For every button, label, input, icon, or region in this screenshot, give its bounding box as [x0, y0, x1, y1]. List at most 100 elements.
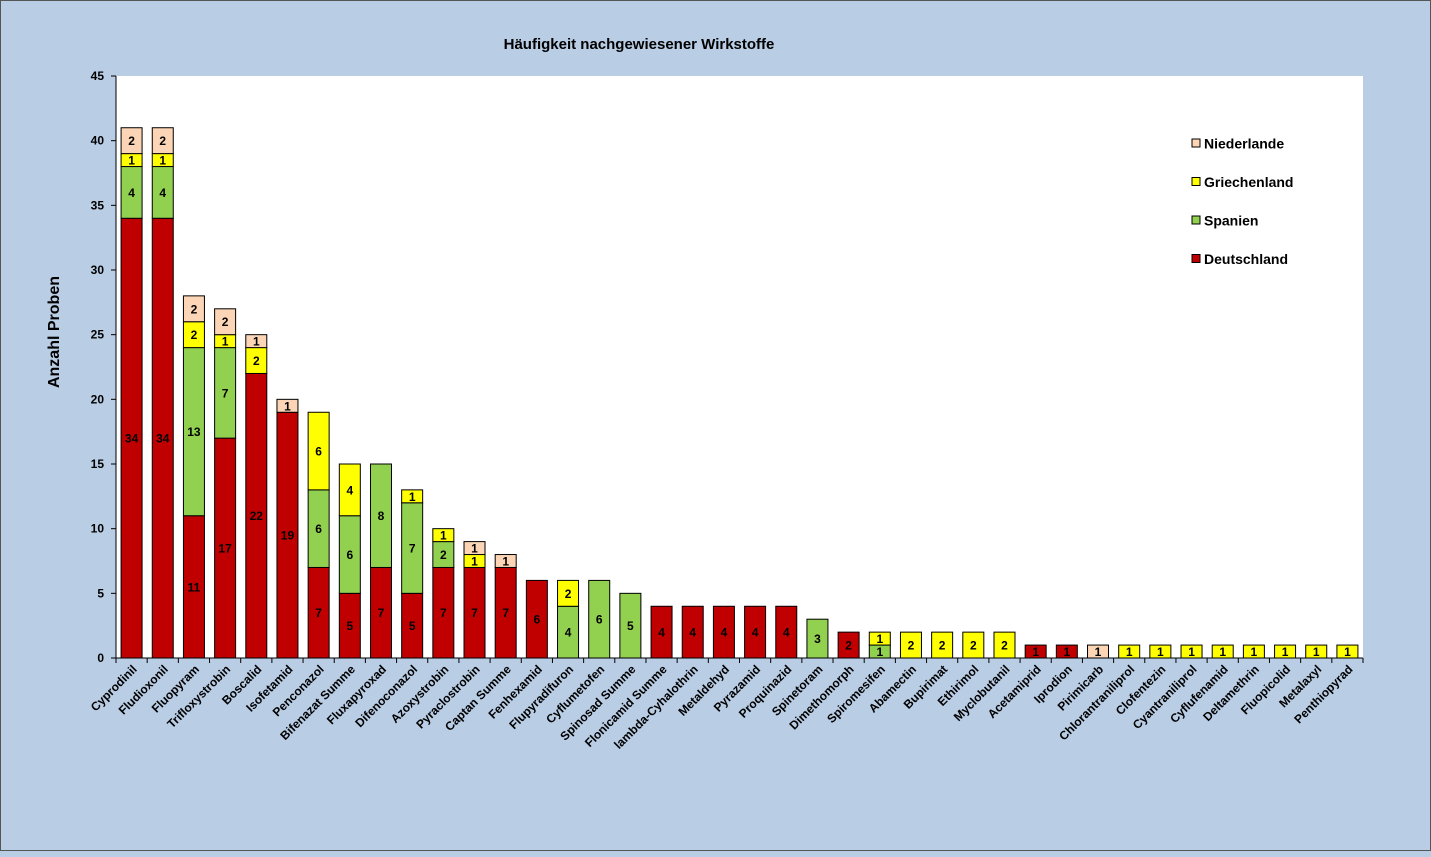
- data-label: 2: [440, 548, 447, 562]
- data-label: 1: [876, 645, 883, 659]
- data-label: 7: [409, 542, 416, 556]
- data-label: 1: [159, 154, 166, 168]
- data-label: 2: [253, 354, 260, 368]
- data-label: 6: [534, 613, 541, 627]
- y-tick-label: 25: [91, 328, 105, 342]
- legend-label: Niederlande: [1204, 136, 1284, 152]
- data-label: 34: [156, 432, 170, 446]
- data-label: 1: [1313, 645, 1320, 659]
- bar-segment-griechenland: [338, 463, 361, 517]
- data-label: 2: [845, 639, 852, 653]
- data-label: 1: [1095, 645, 1102, 659]
- data-label: 1: [1251, 645, 1258, 659]
- bar-segment-griechenland: [307, 411, 330, 491]
- bar-segment-niederlande: [214, 308, 237, 336]
- data-label: 6: [346, 548, 353, 562]
- data-label: 2: [191, 302, 198, 316]
- bar-segment-griechenland: [868, 631, 891, 646]
- data-label: 7: [471, 606, 478, 620]
- data-label: 1: [471, 542, 478, 556]
- bar-segment-niederlande: [494, 554, 517, 568]
- data-label: 4: [752, 626, 759, 640]
- bar-segment-griechenland: [432, 528, 455, 543]
- data-label: 2: [1001, 639, 1008, 653]
- data-label: 2: [159, 134, 166, 148]
- bar-segment-niederlande: [120, 127, 143, 155]
- data-label: 1: [1344, 645, 1351, 659]
- y-tick-label: 0: [97, 651, 104, 665]
- data-label: 6: [315, 445, 322, 459]
- data-label: 8: [378, 509, 385, 523]
- data-label: 1: [222, 335, 229, 349]
- data-label: 1: [1188, 645, 1195, 659]
- data-label: 1: [876, 632, 883, 646]
- data-label: 7: [222, 386, 229, 400]
- data-label: 6: [315, 522, 322, 536]
- data-label: 1: [284, 399, 291, 413]
- bar-segment-niederlande: [182, 295, 205, 323]
- y-tick-label: 40: [91, 134, 105, 148]
- data-label: 2: [191, 328, 198, 342]
- bar-segment-niederlande: [463, 541, 486, 556]
- data-label: 5: [627, 619, 634, 633]
- bar-segment-niederlande: [245, 334, 268, 349]
- data-label: 4: [689, 626, 696, 640]
- data-label: 1: [1157, 645, 1164, 659]
- data-label: 4: [565, 626, 572, 640]
- data-label: 19: [281, 529, 295, 543]
- legend-swatch: [1191, 215, 1201, 225]
- legend-swatch: [1191, 138, 1201, 148]
- data-label: 2: [565, 587, 572, 601]
- data-label: 5: [346, 619, 353, 633]
- bar-segment-griechenland: [557, 579, 580, 607]
- data-label: 4: [783, 626, 790, 640]
- data-label: 4: [159, 186, 166, 200]
- data-label: 2: [908, 639, 915, 653]
- legend-label: Spanien: [1204, 213, 1258, 229]
- data-label: 6: [596, 613, 603, 627]
- data-label: 1: [1063, 645, 1070, 659]
- data-label: 13: [187, 425, 201, 439]
- y-tick-label: 15: [91, 457, 105, 471]
- data-label: 1: [1032, 645, 1039, 659]
- data-label: 1: [253, 335, 260, 349]
- y-tick-label: 10: [91, 522, 105, 536]
- data-label: 4: [346, 483, 353, 497]
- data-label: 5: [409, 619, 416, 633]
- data-label: 3: [814, 632, 821, 646]
- legend-swatch: [1191, 254, 1201, 263]
- data-label: 1: [128, 154, 135, 168]
- data-label: 2: [939, 639, 946, 653]
- data-label: 1: [409, 490, 416, 504]
- legend-swatch: [1191, 177, 1201, 186]
- legend-label: Griechenland: [1204, 174, 1293, 190]
- data-label: 2: [128, 134, 135, 148]
- data-label: 7: [440, 606, 447, 620]
- y-tick-label: 30: [91, 263, 105, 277]
- data-label: 1: [502, 555, 509, 569]
- data-label: 22: [250, 509, 264, 523]
- plot-area: [116, 76, 1363, 658]
- data-label: 7: [378, 606, 385, 620]
- data-label: 17: [218, 542, 232, 556]
- data-label: 2: [222, 315, 229, 329]
- bar-segment-griechenland: [401, 489, 424, 504]
- bar-segment-niederlande: [151, 127, 174, 155]
- data-label: 1: [1219, 645, 1226, 659]
- data-label: 1: [471, 555, 478, 569]
- y-tick-label: 45: [91, 69, 105, 83]
- data-label: 4: [128, 186, 135, 200]
- data-label: 7: [502, 606, 509, 620]
- data-label: 34: [125, 432, 139, 446]
- y-axis-label: Anzahl Proben: [46, 276, 63, 388]
- y-tick-label: 5: [97, 586, 104, 600]
- data-label: 11: [188, 580, 201, 594]
- legend-label: Deutschland: [1204, 251, 1288, 267]
- data-label: 4: [658, 626, 665, 640]
- data-label: 4: [721, 626, 728, 640]
- y-tick-label: 20: [91, 392, 105, 406]
- y-tick-label: 35: [91, 198, 105, 212]
- data-label: 2: [970, 639, 977, 653]
